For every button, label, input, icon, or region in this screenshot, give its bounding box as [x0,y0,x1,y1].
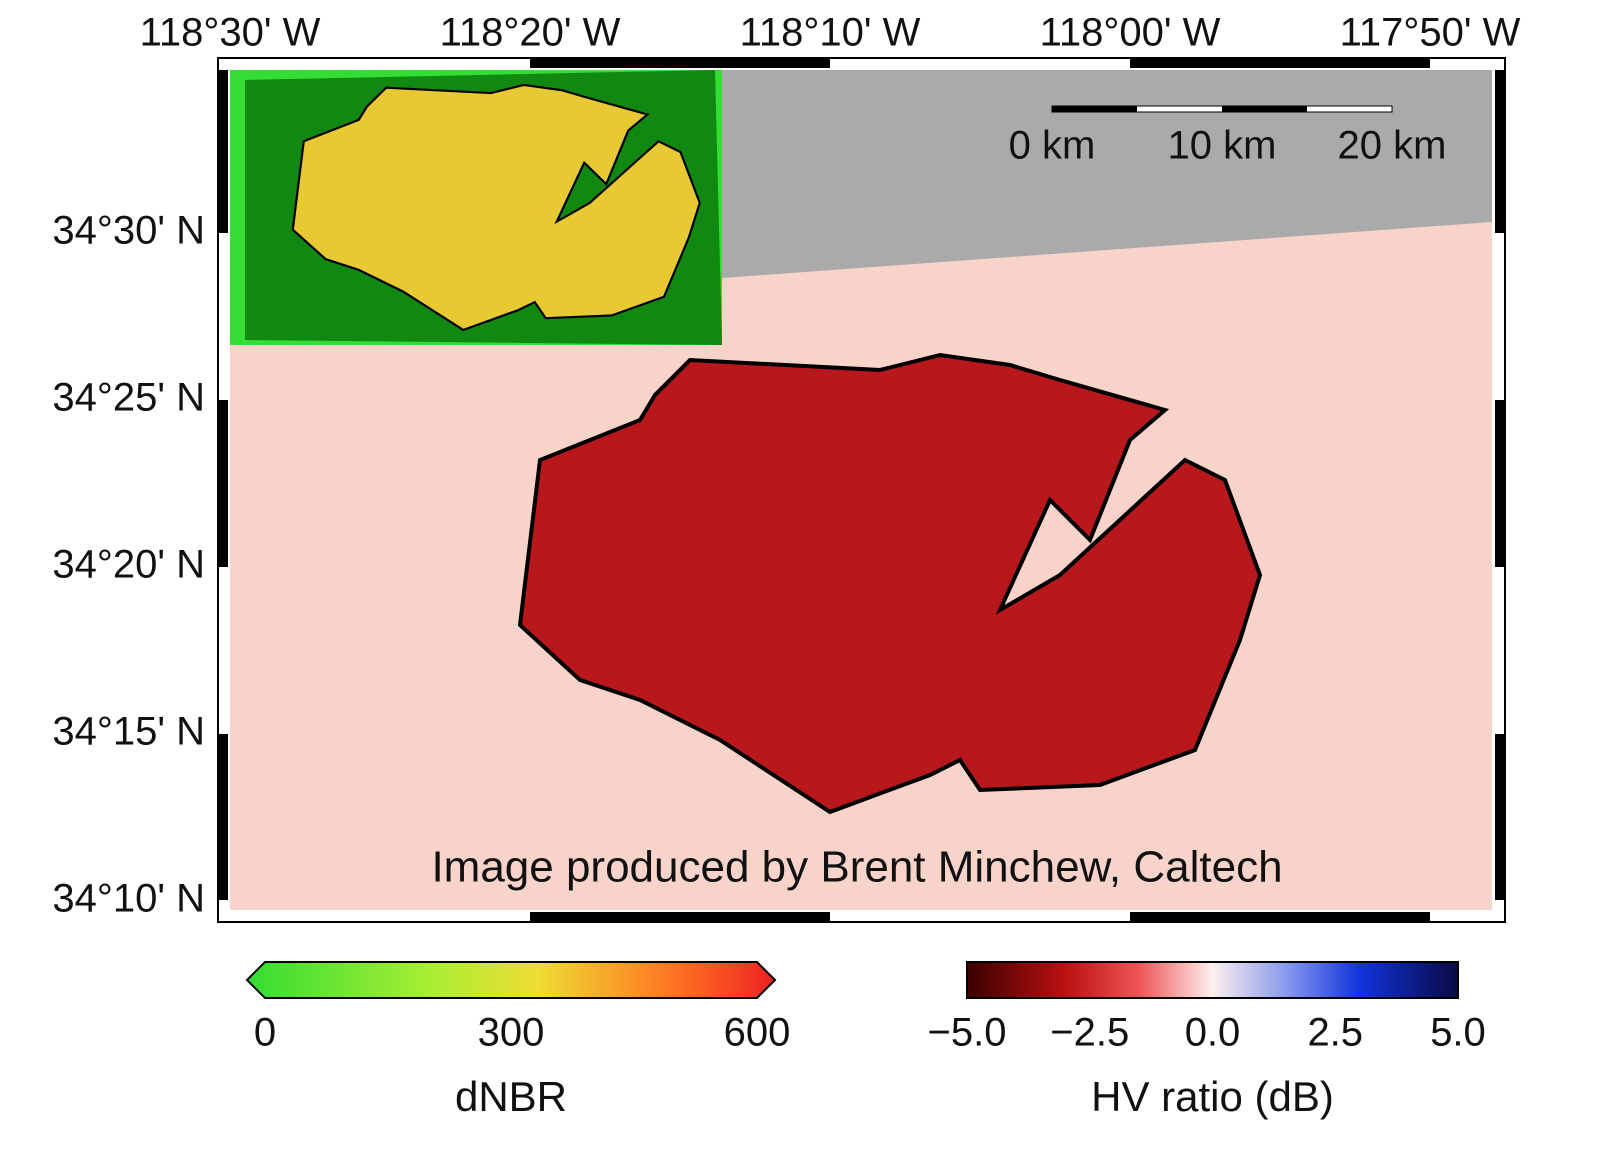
dnbr-colorbar [247,962,775,998]
credit: Image produced by Brent Minchew, Caltech [431,843,1282,892]
hv-colorbar [967,962,1458,998]
lon-label: 118°30' W [140,11,321,55]
colorbar-title: dNBR [455,1073,567,1120]
colorbar-tick-label: 0 [254,1011,276,1055]
lon-label: 118°20' W [440,11,621,55]
lat-label: 34°15' N [52,710,205,754]
lon-label: 118°00' W [1040,11,1221,55]
colorbar-tick-label: 600 [724,1011,791,1055]
lon-label: 118°10' W [740,11,921,55]
colorbar-tick-label: 5.0 [1430,1011,1486,1055]
colorbar-tick-label: −5.0 [928,1011,1007,1055]
colorbar-title: HV ratio (dB) [1091,1073,1334,1120]
colorbar-tick-label: 0.0 [1185,1011,1241,1055]
scale-bar-label: 0 km [1009,124,1096,168]
map-figure: 118°30' W 118°20' W 118°10' W 118°00' W 117°… [0,0,1618,1163]
lat-label: 34°25' N [52,376,205,420]
lat-label: 34°20' N [52,543,205,587]
scale-bar-label: 20 km [1338,124,1447,168]
colorbar-tick-label: 2.5 [1307,1011,1363,1055]
lat-label: 34°10' N [52,877,205,921]
colorbar-tick-label: −2.5 [1050,1011,1129,1055]
lat-label: 34°30' N [52,209,205,253]
colorbar-tick-label: 300 [478,1011,545,1055]
scale-bar [1052,106,1392,112]
lon-label: 117°50' W [1340,11,1521,55]
scale-bar-label: 10 km [1168,124,1277,168]
